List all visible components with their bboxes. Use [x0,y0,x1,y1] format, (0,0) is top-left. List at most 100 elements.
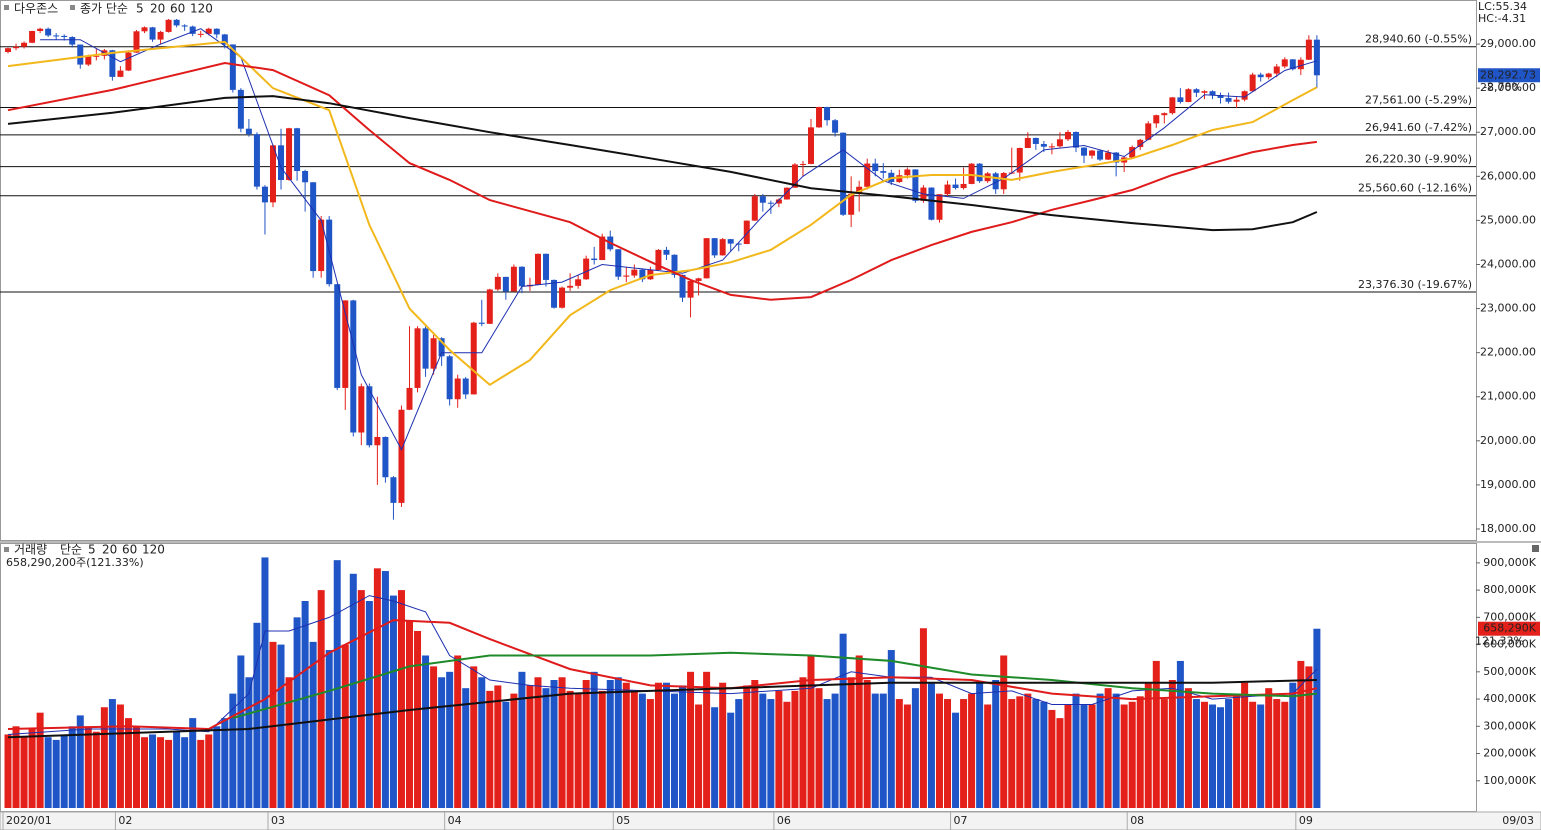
volume-bar [542,688,550,808]
volume-bar [454,655,462,808]
volume-bar [823,699,831,808]
volume-bar [871,693,879,808]
volume-bar [526,685,534,808]
volume-bar [293,617,301,808]
y-tick-label: 400,000K [1483,692,1536,705]
volume-bar [381,571,389,808]
candle-body [37,28,44,31]
candle-body [1072,132,1079,148]
volume-bar [108,699,116,808]
last-date: 09/03 [1502,814,1534,827]
panel-button[interactable] [1532,545,1539,552]
volume-bar [944,699,952,808]
candle-body [639,269,646,280]
candle-body [261,186,268,203]
candle-body [310,182,317,272]
candle-body [679,274,686,298]
volume-bar [1273,699,1281,808]
volume-bar [277,644,285,808]
y-tick-label: 700,000K [1483,610,1536,623]
y-tick-label: 26,000.00 [1480,169,1536,182]
candle-body [342,300,349,388]
candle-body [848,193,855,215]
candle-body [1273,66,1280,74]
volume-bar [1225,699,1233,808]
candle-body [864,163,871,187]
candle-body [422,328,429,369]
y-tick-label: 800,000K [1483,583,1536,596]
x-tick-label: 08 [1130,814,1144,827]
candle-body [13,46,20,49]
volume-bar [92,731,100,808]
last-price-box [1478,68,1540,83]
candle-body [1241,91,1248,100]
candle-body [1089,150,1096,156]
volume-bar [670,693,678,808]
candle-body [53,35,60,37]
candle-body [671,254,678,275]
candle-body [494,276,501,290]
last-volume-box [1478,621,1540,636]
y-tick-label: 100,000K [1483,774,1536,787]
legend-entry: 60 [170,2,185,16]
candle-body [334,284,341,388]
volume-bar [36,712,44,808]
volume-bar [1096,693,1104,808]
candle-body [832,120,839,133]
x-axis-bar [0,811,1541,830]
y-tick-label: 200,000K [1483,747,1536,760]
volume-bar [1281,701,1289,808]
candle-body [1209,91,1216,96]
volume-bar [743,685,751,808]
volume-bar [630,690,638,808]
volume-bar [727,712,735,808]
candle-body [1265,73,1272,78]
volume-bar [100,707,108,808]
volume-bar [590,671,598,808]
volume-bar [4,734,12,808]
candle-body [502,276,509,292]
candle-body [438,338,445,357]
candle-body [615,249,622,277]
candle-body [952,184,959,189]
volume-bar [373,568,381,808]
volume-bar [1192,699,1200,808]
x-tick-label: 07 [954,814,968,827]
volume-bar [12,726,20,808]
ratio-label: 121.33% [1475,635,1524,648]
volume-bar [261,557,269,808]
candle-body [663,249,670,255]
candle-body [165,19,172,32]
candle-body [454,378,461,400]
level-label: 26,941.60 (-7.42%) [1365,121,1472,134]
candle-body [406,387,413,410]
volume-bar [84,726,92,808]
candle-body [751,196,758,221]
volume-bar [1265,688,1273,808]
candle-body [302,170,309,183]
x-tick-label: 04 [448,814,462,827]
candle-body [944,184,951,195]
candle-body [534,253,541,285]
volume-bar [927,682,935,808]
x-tick-label: 03 [271,814,285,827]
candle-body [936,194,943,220]
y-tick-label: 24,000.00 [1480,257,1536,270]
candle-body [510,266,517,292]
volume-bar [1233,693,1241,808]
candle-body [486,289,493,324]
volume-bar [1176,660,1184,808]
volume-bar [695,704,703,808]
volume-bar [887,650,895,808]
volume-ma-label: 단순 [60,543,82,557]
y-tick-label: 21,000.00 [1480,390,1536,403]
price-panel [0,0,1477,541]
volume-bar [124,718,132,808]
candle-body [478,322,485,324]
volume-bar [976,682,984,808]
candle-body [157,31,164,40]
y-tick-label: 20,000.00 [1480,434,1536,447]
volume-bar [1297,660,1305,808]
volume-bar [60,734,68,808]
volume-bar [253,622,261,808]
